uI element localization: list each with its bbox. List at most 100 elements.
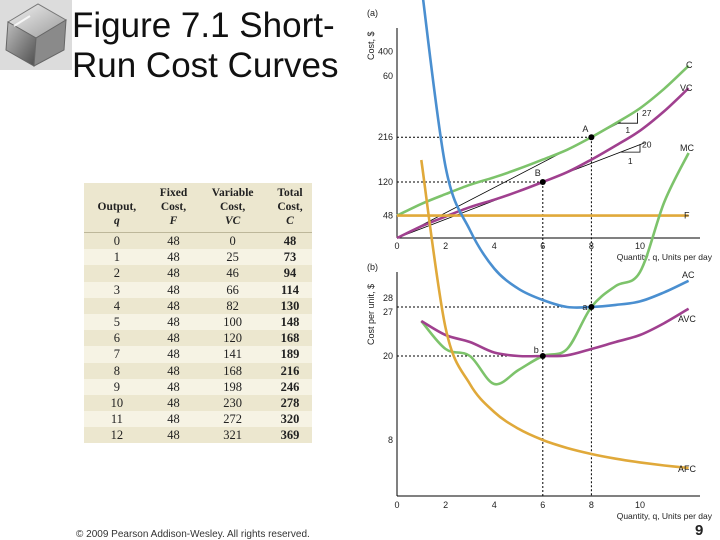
total-cost-cell: 94: [283, 266, 297, 281]
panel-b-point-b: [539, 353, 546, 359]
total-cost-cell: 246: [267, 378, 312, 395]
total-cost-cell: 48: [283, 234, 297, 249]
output-cell: 6: [113, 331, 120, 346]
fixed-cost-cell: 48: [149, 346, 198, 363]
panel-b-x-tick-label: 6: [540, 500, 545, 510]
output-cell: 7: [84, 346, 150, 363]
panel-a-y-tick-label: 400: [378, 46, 393, 56]
table-row: 1 48 25 73: [84, 249, 312, 266]
total-cost-cell: 168: [280, 331, 300, 346]
table-row: 4 48 82 130: [84, 298, 312, 314]
panel-b-curve-avc: [420, 307, 690, 358]
output-cell: 11: [84, 411, 150, 428]
table-row: 8 48 168 216: [84, 363, 312, 379]
table-row: 10 48 230 278: [84, 395, 312, 411]
variable-cost-cell: 46: [226, 266, 239, 281]
panel-a-x-tick-label: 0: [394, 241, 399, 251]
panel-b-series-label-mc: MC: [680, 143, 694, 153]
table-row: 9 48 198 246: [84, 378, 312, 395]
fixed-cost-cell: 48: [167, 234, 180, 249]
fixed-cost-cell: 48: [167, 298, 180, 313]
table-row: 12 48 321 369: [84, 427, 312, 443]
panel-b-curve-ac: [421, 0, 690, 309]
header-variable-cost: Variable Cost, VC: [197, 183, 268, 233]
panel-b-point-b-label: b: [534, 345, 539, 355]
panel-a-x-tick-label: 10: [635, 241, 645, 251]
output-cell: 10: [110, 395, 124, 410]
panel-a-series-label-c: C: [686, 60, 693, 70]
panel-a-ylabel: Cost, $: [366, 31, 376, 60]
slide-title: Figure 7.1 Short- Run Cost Curves: [72, 6, 339, 85]
panel-a-series-label-f: F: [684, 211, 690, 221]
variable-cost-cell: 100: [197, 313, 268, 331]
fixed-cost-cell: 48: [167, 428, 180, 443]
fixed-cost-cell: 48: [149, 249, 198, 266]
table-row: 11 48 272 320: [84, 411, 312, 428]
variable-cost-cell: 272: [197, 411, 268, 428]
output-cell: 12: [110, 428, 124, 443]
total-cost-cell: 189: [267, 346, 312, 363]
output-cell: 5: [84, 313, 150, 331]
panel-a-slope-run-2: 1: [628, 156, 633, 166]
panel-b-curve-afc: [420, 159, 689, 470]
panel-b-y-tick-label: 60: [383, 71, 393, 81]
output-cell: 2: [113, 266, 120, 281]
total-cost-cell: 278: [280, 395, 300, 410]
variable-cost-cell: 25: [197, 249, 268, 266]
panel-a-point-a: [588, 134, 595, 141]
panel-a-y-tick-label: 216: [378, 132, 393, 142]
header-total-cost: Total Cost, C: [267, 183, 312, 233]
panel-a-x-tick-label: 2: [443, 241, 448, 251]
header-output: Output, q: [84, 183, 150, 233]
total-cost-cell: 148: [267, 313, 312, 331]
panel-b-y-tick-label: 27: [383, 307, 393, 317]
panel-a-point-b-label: B: [535, 168, 541, 178]
panel-b-x-tick-label: 8: [589, 500, 594, 510]
panel-a-y-tick-label: 120: [378, 177, 393, 187]
panel-b-xlabel: Quantity, q, Units per day: [617, 511, 713, 521]
cost-table: Output, q Fixed Cost, F Variable Cost, VC Tot…: [84, 183, 312, 444]
fixed-cost-cell: 48: [149, 378, 198, 395]
variable-cost-cell: 120: [223, 331, 242, 346]
panel-a-slope-run-1: 1: [625, 125, 630, 135]
panel-b-x-tick-label: 2: [443, 500, 448, 510]
output-cell: 3: [84, 281, 150, 298]
variable-cost-cell: 66: [197, 281, 268, 298]
page-number: 9: [695, 522, 704, 539]
variable-cost-cell: 168: [223, 363, 242, 378]
panel-a-series-label-vc: VC: [680, 83, 693, 93]
panel-a-y-tick-label: 48: [383, 211, 393, 221]
output-cell: 0: [113, 234, 120, 249]
panel-b-label: (b): [367, 262, 378, 272]
panel-b-curve-mc: [420, 152, 690, 386]
total-cost-cell: 130: [280, 298, 300, 313]
fixed-cost-cell: 48: [149, 313, 198, 331]
output-cell: 8: [113, 363, 120, 378]
fixed-cost-cell: 48: [167, 395, 180, 410]
panel-b-series-label-ac: AC: [682, 270, 695, 280]
variable-cost-cell: 141: [197, 346, 268, 363]
table-row: 2 48 46 94: [84, 265, 312, 281]
variable-cost-cell: 82: [226, 298, 239, 313]
panel-b-x-tick-label: 10: [635, 500, 645, 510]
panel-a-curve-c: [396, 64, 690, 217]
panel-a-label: (a): [367, 8, 378, 18]
panel-b-y-tick-label: 20: [383, 351, 393, 361]
fixed-cost-cell: 48: [149, 411, 198, 428]
fixed-cost-cell: 48: [167, 363, 180, 378]
table-row: 6 48 120 168: [84, 330, 312, 346]
table-header-row: Output, q Fixed Cost, F Variable Cost, VC Tot…: [84, 183, 312, 233]
header-fixed-cost: Fixed Cost, F: [149, 183, 198, 233]
panel-a-slope-triangle-2: [620, 144, 641, 153]
panel-a-x-tick-label: 4: [492, 241, 497, 251]
table-row: 7 48 141 189: [84, 346, 312, 363]
ice-cube-decoration: [0, 0, 72, 70]
panel-b-series-label-afc: AFC: [678, 464, 697, 474]
total-cost-cell: 114: [267, 281, 312, 298]
variable-cost-cell: 198: [197, 378, 268, 395]
panel-b-ylabel: Cost per unit, $: [366, 284, 376, 345]
panel-a-point-b: [539, 178, 546, 185]
fixed-cost-cell: 48: [167, 331, 180, 346]
panel-a-point-a-label: A: [582, 124, 588, 134]
